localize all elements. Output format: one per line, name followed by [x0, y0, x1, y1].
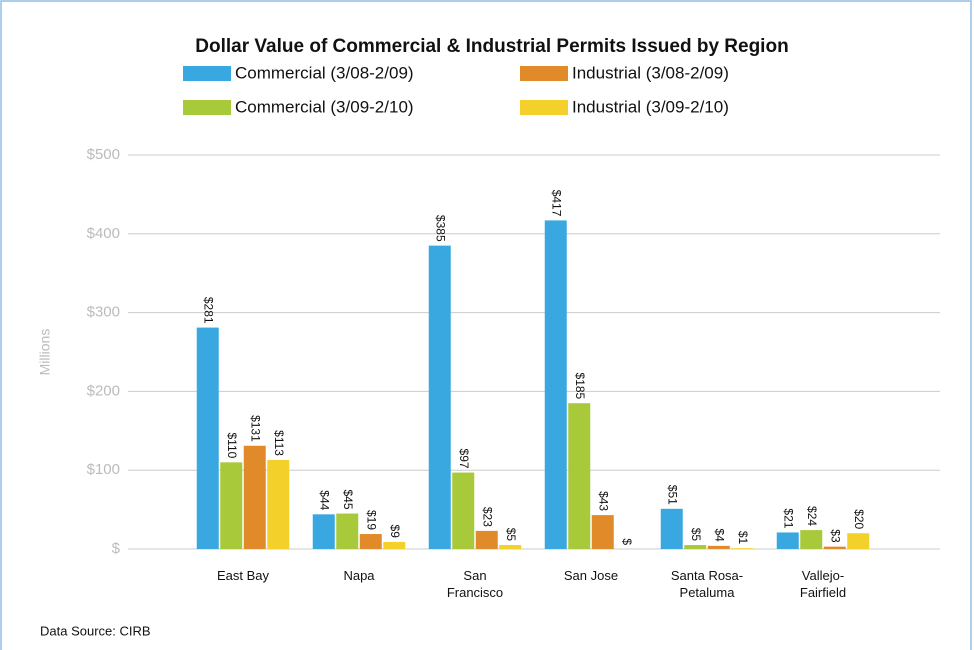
legend-swatch [520, 66, 568, 81]
bar [800, 530, 823, 549]
value-label: $385 [434, 215, 448, 242]
x-tick-label: Vallejo-Fairfield [799, 568, 847, 600]
bar [568, 403, 591, 549]
value-label: $ [620, 538, 634, 545]
bar [731, 548, 754, 549]
legend-label: Industrial (3/08-2/09) [572, 63, 729, 82]
value-label: $3 [829, 529, 843, 543]
value-label: $185 [573, 373, 587, 400]
bar [823, 546, 846, 549]
source-note: Data Source: CIRB [40, 623, 151, 638]
value-label: $51 [666, 485, 680, 505]
bar [591, 515, 614, 549]
bar [220, 462, 243, 549]
value-label: $113 [272, 430, 286, 456]
y-tick-label: $500 [87, 146, 120, 163]
value-label: $24 [805, 506, 819, 526]
value-label: $4 [713, 528, 727, 542]
bar [196, 327, 219, 549]
bar [243, 445, 266, 549]
bar [847, 533, 870, 549]
value-label: $20 [852, 509, 866, 529]
legend-swatch [520, 100, 568, 115]
value-label: $97 [457, 449, 471, 469]
value-label: $45 [341, 490, 355, 510]
y-tick-label: $400 [87, 225, 120, 242]
x-tick-label: San Jose [563, 568, 619, 583]
legend-label: Commercial (3/09-2/10) [235, 97, 414, 116]
chart-title: Dollar Value of Commercial & Industrial … [195, 36, 788, 57]
value-label: $5 [504, 528, 518, 542]
legend-label: Commercial (3/08-2/09) [235, 63, 414, 82]
value-label: $23 [481, 507, 495, 527]
value-label: $44 [318, 490, 332, 510]
legend-swatch [183, 100, 231, 115]
bar [336, 513, 359, 549]
bar [475, 530, 498, 549]
bar [499, 545, 522, 549]
value-label: $43 [597, 491, 611, 511]
bar [707, 545, 730, 549]
x-tick-label: Santa Rosa-Petaluma [670, 568, 744, 600]
y-tick-label: $200 [87, 382, 120, 399]
legend-swatch [183, 66, 231, 81]
value-label: $19 [365, 510, 379, 530]
value-label: $131 [249, 415, 263, 442]
value-label: $5 [689, 528, 703, 542]
value-label: $417 [550, 190, 564, 217]
x-tick-label: Napa [343, 568, 375, 583]
bar [312, 514, 335, 549]
bar [684, 545, 707, 549]
y-tick-label: $300 [87, 304, 120, 321]
value-label: $110 [225, 433, 239, 459]
value-label: $1 [736, 531, 750, 545]
value-label: $9 [388, 525, 402, 539]
bar [660, 508, 683, 549]
legend-label: Industrial (3/09-2/10) [572, 97, 729, 116]
x-tick-label: San Francisco [446, 568, 504, 600]
y-tick-label: $100 [87, 461, 120, 478]
x-tick-label: East Bay [216, 568, 270, 583]
bar [544, 220, 567, 550]
bar [359, 534, 382, 549]
value-label: $281 [202, 297, 216, 324]
y-axis-label: Millions [37, 329, 53, 376]
y-tick-label: $ [112, 540, 121, 557]
value-label: $21 [782, 508, 796, 528]
bar [428, 245, 451, 549]
bar [383, 541, 406, 549]
bar [452, 472, 475, 549]
bar [267, 459, 290, 549]
bar [776, 532, 799, 549]
